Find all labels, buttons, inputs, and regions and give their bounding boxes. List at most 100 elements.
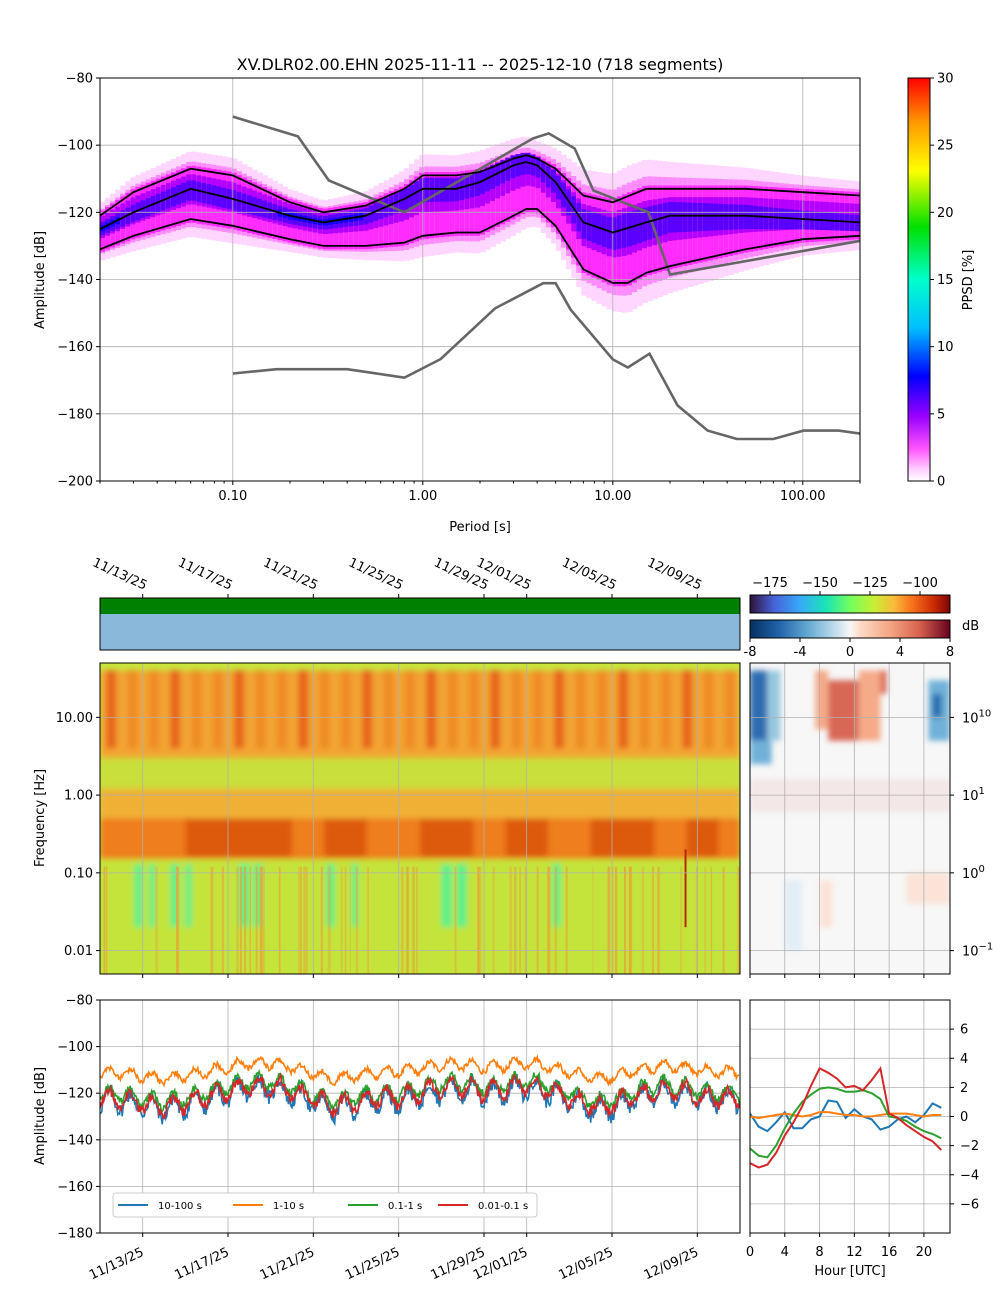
ppsd-density-column (667, 201, 674, 233)
ppsd-density-column (444, 178, 451, 202)
ppsd-density-cloud (100, 136, 860, 313)
ppsd-density-column (601, 215, 608, 247)
ppsd-y-tick-label: −100 (57, 139, 93, 154)
spectrogram-diurnal-column (341, 670, 351, 749)
spectrogram-storm-patch (686, 818, 719, 857)
hourly-difference-block (932, 693, 942, 718)
ppsd-ylabel: Amplitude [dB] (33, 231, 48, 329)
ppsd-density-column (652, 205, 658, 238)
ppsd-title: XV.DLR02.00.EHN 2025-11-11 -- 2025-12-10… (237, 55, 724, 74)
ppsd-density-column (713, 203, 719, 231)
difference-colorbar-tick-label: -8 (744, 645, 757, 660)
ppsd-density-column (784, 208, 790, 230)
timeseries-legend: 10-100 s 1-10 s 0.1-1 s 0.01-0.1 s (112, 1192, 538, 1218)
ppsd-density-column (520, 152, 527, 175)
ppsd-density-column (738, 204, 745, 230)
tick-exponent: 0 (979, 864, 985, 875)
spectrogram-streak (592, 866, 594, 974)
spectrogram-streak (210, 866, 214, 974)
ppsd-density-column (637, 209, 643, 244)
ppsd-density-column (495, 162, 501, 187)
band-timeseries-panel: −180 −160 −140 −120 −100 −80 11/13/25 11/17/25 1… (33, 994, 741, 1283)
spectrogram-diurnal-column (213, 670, 223, 749)
ppsd-density-column (434, 178, 441, 202)
spectrogram-diurnal-column (298, 670, 308, 749)
spectrogram-streak (478, 866, 482, 974)
spectrogram-lowfreq-feature (134, 863, 143, 928)
spectrogram-streak (477, 866, 480, 974)
spectrogram-streak (641, 866, 645, 974)
ppsd-density-column (794, 209, 800, 230)
spectrogram-diurnal-column (383, 670, 394, 749)
difference-colorbar-tick-label: 0 (846, 645, 854, 660)
spectrogram-streak (704, 866, 707, 974)
difference-colorbar-tick-label: 4 (896, 645, 904, 660)
top-date-tick-label: 11/25/25 (346, 555, 405, 593)
spectrogram-streak (657, 866, 660, 974)
ppsd-y-tick-label: −140 (57, 273, 93, 288)
difference-colorbar-tick-label: -4 (794, 645, 807, 660)
ppsd-density-column (191, 180, 197, 201)
ppsd-panel: XV.DLR02.00.EHN 2025-11-11 -- 2025-12-10… (33, 55, 976, 535)
ppsd-grid (100, 77, 860, 482)
ppsd-density-column (697, 203, 704, 232)
ppsd-density-column (753, 205, 760, 230)
spectrogram-lowfreq-feature (149, 863, 156, 928)
ppsd-density-column (586, 210, 593, 241)
ppsd-density-column (677, 202, 684, 233)
hourly-difference-image (750, 663, 950, 974)
spectrogram-streak (262, 866, 265, 974)
timeseries-line-1 (100, 1054, 740, 1088)
timeseries-y-tick-label: −100 (57, 1040, 93, 1055)
difference-colorbar-ticks: -8 -4 0 4 8 (744, 638, 954, 660)
spectrogram-streak (355, 866, 359, 974)
ppsd-colorbar-tick-label: 15 (937, 273, 954, 288)
spectrogram-streak (607, 866, 611, 974)
ppsd-density-column (145, 198, 152, 217)
spectrogram-streak (155, 866, 159, 974)
ppsd-density-column (621, 213, 628, 248)
spectrogram-diurnal-column (618, 670, 628, 749)
ppsd-density-column (459, 176, 466, 200)
ppsd-density-column (647, 206, 653, 240)
spectrogram-storm-patch (185, 818, 292, 857)
percentile-curve-0 (100, 154, 860, 217)
spectrogram-streak (615, 866, 617, 974)
spectrogram-streak (344, 866, 347, 974)
spectrogram-streak (406, 866, 409, 974)
ppsd-density-column (758, 206, 765, 230)
spectrogram-streak (303, 866, 306, 974)
ppsd-density-column (165, 189, 172, 209)
ppsd-density-column (469, 173, 476, 198)
spectrogram-diurnal-column (319, 670, 330, 749)
timeseries-line-0 (100, 1072, 740, 1127)
diurnal-y-tick-label: 0 (960, 1110, 968, 1125)
ppsd-density-column (819, 212, 826, 231)
spectrogram-diurnal-column (639, 670, 650, 749)
ppsd-density-column (672, 201, 679, 233)
diurnal-line-3 (750, 1065, 943, 1169)
ppsd-density-column (799, 210, 805, 230)
ppsd-density-column (186, 180, 192, 201)
timeseries-x-tick-label: 11/13/25 (87, 1245, 146, 1283)
tick-base: 10 (962, 789, 979, 804)
spectrogram-lowfreq-feature (170, 863, 179, 928)
spectrogram-streak (651, 866, 654, 974)
ppsd-density-column (206, 184, 213, 205)
ppsd-density-column (626, 211, 633, 247)
timeseries-x-tick-label: 11/21/25 (258, 1245, 317, 1283)
timeseries-ylabel: Amplitude [dB] (33, 1067, 48, 1165)
ppsd-density-column (485, 167, 491, 192)
ppsd-y-tick-label: −180 (57, 407, 93, 422)
spectrogram-streak (406, 866, 408, 974)
ppsd-density-column (814, 211, 821, 230)
ppsd-density-column (708, 203, 714, 231)
diurnal-x-tick-label: 20 (916, 1245, 933, 1260)
top-date-ticks: 11/13/25 11/17/25 11/21/25 11/25/25 11/29/25… (90, 555, 704, 598)
ppsd-xlabel: Period [s] (449, 520, 511, 535)
ppsd-density-column (657, 204, 663, 237)
ppsd-density-column (728, 204, 734, 230)
